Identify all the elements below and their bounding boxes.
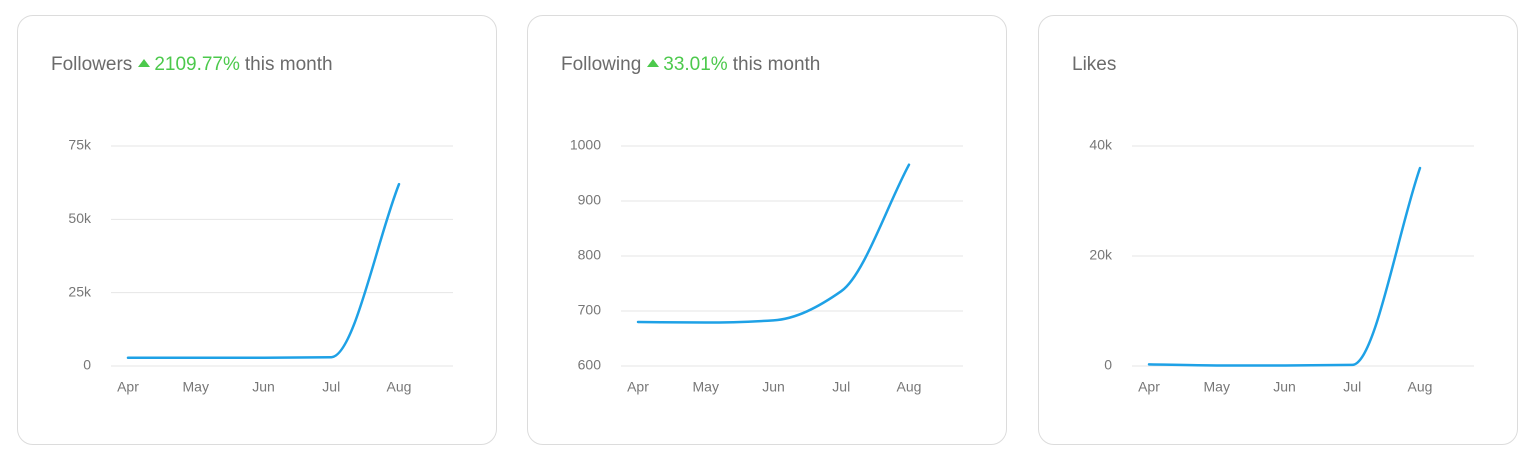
change-value: 33.01% [663,54,728,75]
card-header: Following 33.01% this month [561,54,820,76]
stat-card: Likes 0 20k 40k Apr May Jun Jul Aug [1038,15,1518,445]
card-title: Likes [1072,54,1117,75]
y-tick-label: 25k [68,283,92,299]
x-tick-label: Jun [762,379,785,395]
x-tick-label: Aug [387,379,412,395]
card-header: Followers 2109.77% this month [51,54,333,76]
x-tick-label: Apr [1138,379,1160,395]
y-tick-label: 0 [1104,357,1112,373]
card-title: Followers [51,54,133,75]
x-tick-label: Aug [897,379,922,395]
y-tick-label: 900 [578,192,602,208]
x-tick-label: Jun [252,379,275,395]
chart: 0 25k 50k 75k Apr May Jun Jul Aug [68,137,453,395]
x-tick-label: Jul [1343,379,1361,395]
y-tick-label: 600 [578,357,602,373]
y-tick-label: 20k [1089,247,1113,263]
x-tick-label: Apr [117,379,139,395]
y-tick-label: 50k [68,210,92,226]
y-tick-label: 75k [68,137,92,153]
card-header: Likes [1072,54,1116,76]
y-tick-label: 40k [1089,137,1113,153]
card-title: Following [561,54,642,75]
y-tick-label: 800 [578,247,602,263]
x-tick-label: May [693,379,719,395]
y-tick-label: 1000 [570,137,601,153]
line [126,182,401,360]
x-tick-label: Jul [832,379,850,395]
change-suffix: this month [732,54,821,75]
change-value: 2109.77% [154,54,240,75]
x-tick-label: May [1204,379,1230,395]
stat-card: Following 33.01% this month 600 700 800 900 100… [527,15,1007,445]
x-tick-label: Apr [627,379,649,395]
line [636,163,911,324]
x-tick-label: Aug [1408,379,1433,395]
line [1147,166,1422,367]
x-tick-label: May [183,379,209,395]
chart: 600 700 800 900 1000 Apr May Jun Jul Aug [570,137,963,395]
up-arrow [138,59,151,68]
y-tick-label: 0 [83,357,91,373]
x-tick-label: Jun [1273,379,1296,395]
change-suffix: this month [244,54,333,75]
x-tick-label: Jul [322,379,340,395]
up-arrow [647,59,660,68]
stat-card: Followers 2109.77% this month 0 25k 50k 75k Apr… [17,15,497,445]
y-tick-label: 700 [578,302,602,318]
chart: 0 20k 40k Apr May Jun Jul Aug [1089,137,1474,395]
